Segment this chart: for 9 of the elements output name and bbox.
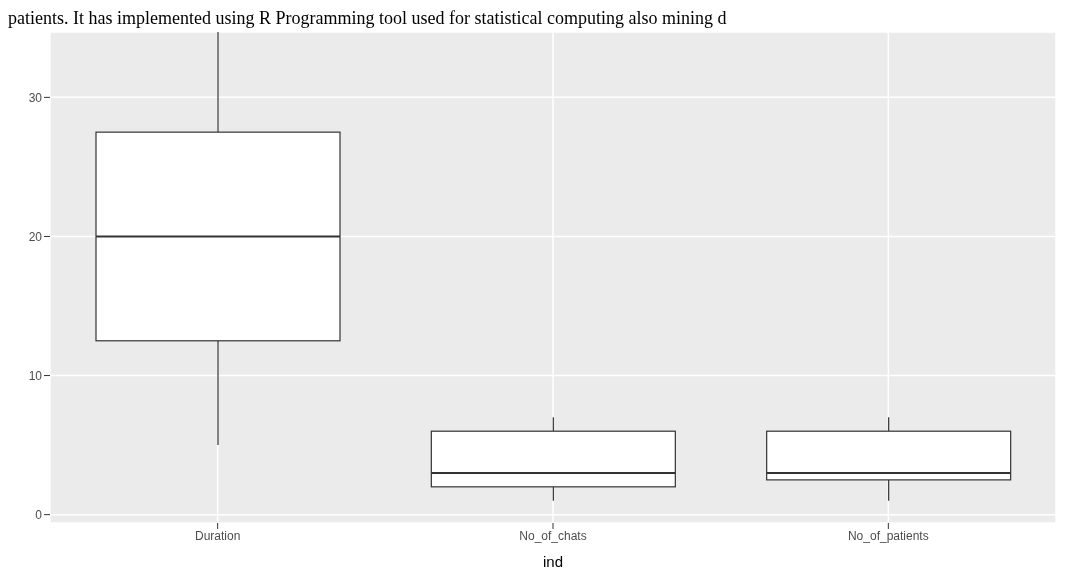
x-tick-label: Duration	[194, 528, 241, 543]
text: patients. It has implemented using R Programming tool used for statistical computing also mining d	[8, 8, 728, 28]
y-tick-label: 30	[28, 90, 43, 105]
y-tick-label: 10	[28, 368, 43, 383]
x-axis-title: ind	[542, 553, 564, 570]
y-tick-label: 0	[35, 507, 43, 522]
y-tick-label: 20	[28, 229, 43, 244]
x-tick-label: No_of_patients	[847, 528, 929, 543]
x-tick-label: No_of_chats	[519, 528, 587, 543]
